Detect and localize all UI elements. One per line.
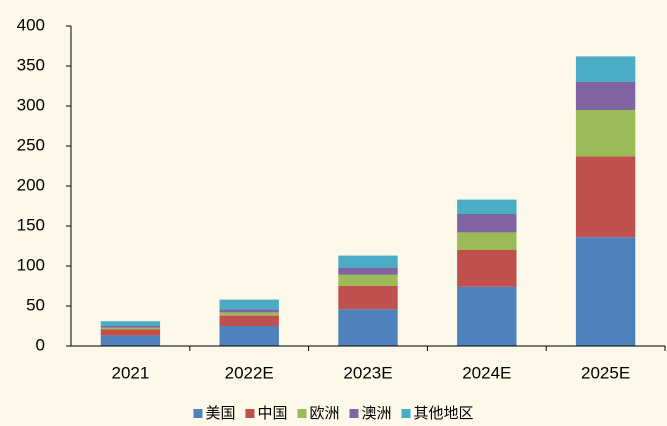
bar-segment bbox=[100, 326, 161, 328]
y-tick-label: 0 bbox=[36, 335, 45, 354]
y-tick-label: 50 bbox=[26, 295, 45, 314]
y-tick-label: 100 bbox=[17, 255, 45, 274]
y-tick-label: 150 bbox=[17, 215, 45, 234]
bar-segment bbox=[338, 309, 398, 346]
legend-label: 澳洲 bbox=[362, 404, 392, 422]
y-tick-label: 300 bbox=[17, 95, 45, 114]
bar-segment bbox=[575, 237, 636, 346]
legend-swatch bbox=[297, 409, 307, 418]
legend-label: 美国 bbox=[205, 404, 235, 422]
x-tick-label: 2024E bbox=[462, 363, 511, 382]
bar-segment bbox=[338, 267, 398, 275]
legend-label: 欧洲 bbox=[309, 404, 339, 422]
bar-segment bbox=[219, 299, 279, 310]
legend-swatch bbox=[401, 409, 411, 418]
y-tick-label: 400 bbox=[17, 15, 45, 34]
legend-swatch bbox=[245, 409, 255, 418]
legend-swatch bbox=[193, 409, 203, 418]
y-tick-label: 350 bbox=[17, 55, 45, 74]
y-tick-label: 200 bbox=[17, 175, 45, 194]
bar-segment bbox=[575, 82, 636, 110]
y-tick-label: 250 bbox=[17, 135, 45, 154]
bar-segment bbox=[100, 321, 161, 326]
legend-label: 其他地区 bbox=[414, 404, 474, 422]
bar-segment bbox=[100, 329, 161, 336]
bar-segment bbox=[457, 286, 517, 346]
x-tick-label: 2022E bbox=[225, 363, 274, 382]
legend-swatch bbox=[349, 409, 359, 418]
bar-segment bbox=[457, 232, 517, 250]
bar-segment bbox=[575, 56, 636, 82]
bar-segment bbox=[338, 274, 398, 286]
bar-segment bbox=[575, 156, 636, 238]
bar-segment bbox=[100, 335, 161, 346]
bar-segment bbox=[338, 255, 398, 268]
legend-label: 中国 bbox=[257, 404, 287, 422]
bar-segment bbox=[219, 312, 279, 316]
bar-segment bbox=[457, 214, 517, 233]
bar-segment bbox=[219, 315, 279, 326]
bar-segment bbox=[457, 199, 517, 214]
x-tick-label: 2023E bbox=[343, 363, 392, 382]
bar-segment bbox=[338, 286, 398, 310]
x-tick-label: 2025E bbox=[581, 363, 630, 382]
bar-segment bbox=[219, 309, 279, 313]
bar-segment bbox=[575, 110, 636, 157]
bar-segment bbox=[100, 327, 161, 330]
x-tick-label: 2021 bbox=[111, 363, 149, 382]
bar-segment bbox=[457, 250, 517, 287]
legend: 美国 中国 欧洲 澳洲 其他地区 bbox=[193, 404, 474, 422]
bar-segment bbox=[219, 326, 279, 346]
